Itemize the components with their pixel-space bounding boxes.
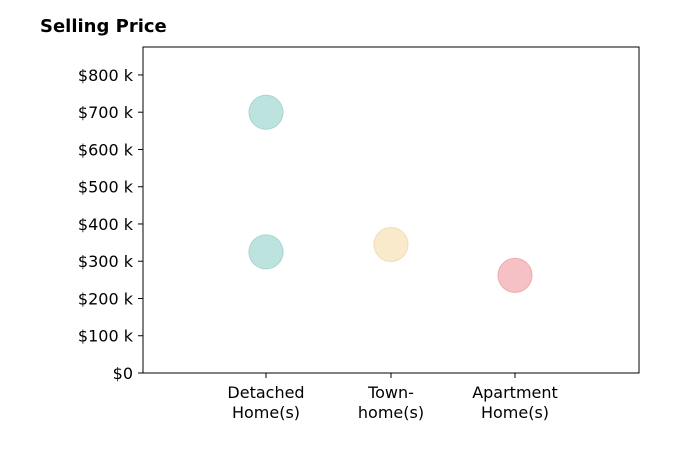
y-tick-label: $600 k xyxy=(78,140,134,159)
y-tick-label: $0 xyxy=(113,364,133,383)
data-point xyxy=(248,94,284,130)
x-category-label: Apartment Home(s) xyxy=(472,383,558,422)
y-tick-label: $400 k xyxy=(78,215,134,234)
x-category-label-line: Home(s) xyxy=(481,403,549,422)
x-category-label-line: Apartment xyxy=(472,383,558,402)
x-category-label-line: Home(s) xyxy=(232,403,300,422)
y-tick-label: $800 k xyxy=(78,66,134,85)
plot-frame xyxy=(142,46,640,374)
chart-title: Selling Price xyxy=(40,16,167,37)
points-layer xyxy=(248,94,533,293)
y-tick-label: $300 k xyxy=(78,252,134,271)
x-category-label-line: Town- xyxy=(367,383,414,402)
y-axis: $0 $100 k $200 k $300 k $400 k $500 k $600 k $7… xyxy=(78,66,143,383)
y-tick-label: $700 k xyxy=(78,103,134,122)
data-point xyxy=(497,257,533,293)
y-tick-label: $100 k xyxy=(78,327,134,346)
y-tick-label: $500 k xyxy=(78,178,134,197)
x-category-label: Town-home(s) xyxy=(358,383,424,422)
x-category-label-line: Detached xyxy=(227,383,304,402)
x-category-label-line: home(s) xyxy=(358,403,424,422)
x-axis: Detached Home(s)Town-home(s)Apartment Home… xyxy=(227,373,558,422)
data-point xyxy=(248,234,284,270)
y-tick-label: $200 k xyxy=(78,289,134,308)
data-point xyxy=(373,226,409,262)
x-category-label: Detached Home(s) xyxy=(227,383,304,422)
